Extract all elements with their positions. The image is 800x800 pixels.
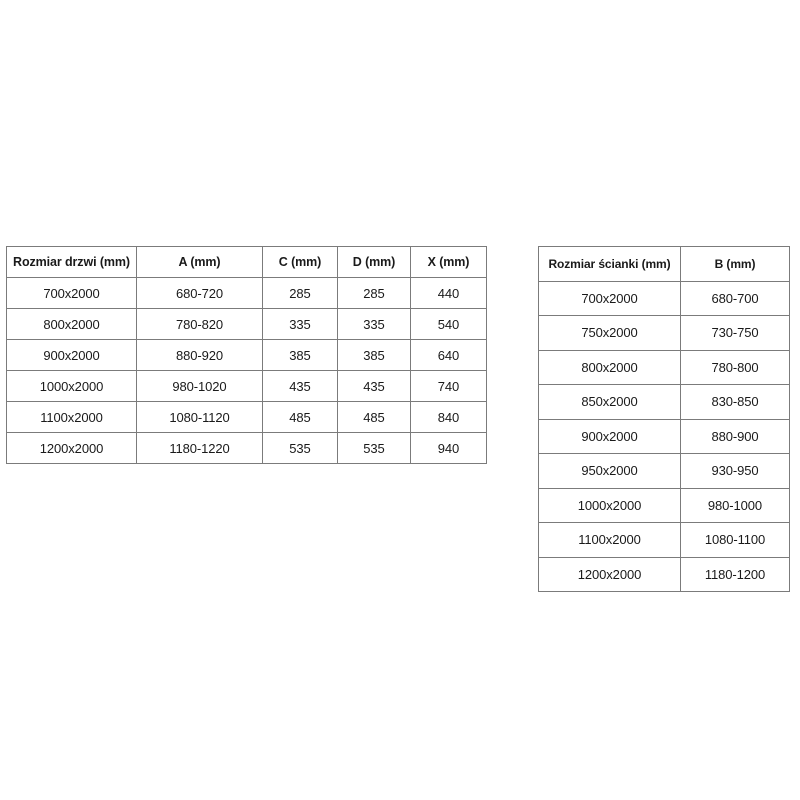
cell-wall-size: 700x2000 — [538, 280, 681, 316]
cell-b: 980-1000 — [680, 487, 790, 523]
table-row: 1200x2000 1180-1200 — [538, 556, 790, 592]
column-header-x: X (mm) — [410, 246, 487, 278]
cell-wall-size: 750x2000 — [538, 315, 681, 351]
cell-d: 535 — [337, 432, 411, 464]
table-row: 900x2000 880-900 — [538, 418, 790, 454]
table-row: 950x2000 930-950 — [538, 453, 790, 489]
cell-a: 680-720 — [136, 277, 263, 309]
column-header-a: A (mm) — [136, 246, 263, 278]
cell-b: 880-900 — [680, 418, 790, 454]
wall-panel-size-specification-table: Rozmiar ścianki (mm) B (mm) 700x2000 680… — [538, 246, 790, 592]
cell-x: 840 — [410, 401, 487, 433]
table-row: 750x2000 730-750 — [538, 315, 790, 351]
column-header-b: B (mm) — [680, 246, 790, 282]
cell-b: 930-950 — [680, 453, 790, 489]
cell-door-size: 900x2000 — [6, 339, 137, 371]
door-table-body: 700x2000 680-720 285 285 440 800x2000 78… — [6, 277, 487, 464]
cell-c: 535 — [262, 432, 338, 464]
cell-a: 1080-1120 — [136, 401, 263, 433]
cell-c: 485 — [262, 401, 338, 433]
cell-a: 1180-1220 — [136, 432, 263, 464]
cell-wall-size: 800x2000 — [538, 349, 681, 385]
cell-b: 830-850 — [680, 384, 790, 420]
cell-wall-size: 1000x2000 — [538, 487, 681, 523]
table-row: 1200x2000 1180-1220 535 535 940 — [6, 432, 487, 464]
cell-d: 385 — [337, 339, 411, 371]
door-table-header: Rozmiar drzwi (mm) A (mm) C (mm) D (mm) … — [6, 246, 487, 278]
cell-wall-size: 850x2000 — [538, 384, 681, 420]
table-row: 1100x2000 1080-1120 485 485 840 — [6, 401, 487, 433]
cell-c: 385 — [262, 339, 338, 371]
cell-b: 680-700 — [680, 280, 790, 316]
cell-x: 540 — [410, 308, 487, 340]
cell-x: 940 — [410, 432, 487, 464]
table-row: 700x2000 680-720 285 285 440 — [6, 277, 487, 309]
cell-door-size: 1200x2000 — [6, 432, 137, 464]
cell-c: 435 — [262, 370, 338, 402]
cell-door-size: 800x2000 — [6, 308, 137, 340]
table-row: 850x2000 830-850 — [538, 384, 790, 420]
table-row: 900x2000 880-920 385 385 640 — [6, 339, 487, 371]
table-row: 700x2000 680-700 — [538, 280, 790, 316]
table-row: 800x2000 780-820 335 335 540 — [6, 308, 487, 340]
wall-table-body: 700x2000 680-700 750x2000 730-750 800x20… — [538, 280, 790, 592]
cell-d: 435 — [337, 370, 411, 402]
cell-b: 1080-1100 — [680, 522, 790, 558]
cell-x: 440 — [410, 277, 487, 309]
cell-a: 980-1020 — [136, 370, 263, 402]
cell-b: 730-750 — [680, 315, 790, 351]
cell-c: 335 — [262, 308, 338, 340]
cell-d: 335 — [337, 308, 411, 340]
cell-c: 285 — [262, 277, 338, 309]
cell-a: 780-820 — [136, 308, 263, 340]
cell-x: 740 — [410, 370, 487, 402]
table-row: 1000x2000 980-1020 435 435 740 — [6, 370, 487, 402]
wall-table-header: Rozmiar ścianki (mm) B (mm) — [538, 246, 790, 282]
cell-a: 880-920 — [136, 339, 263, 371]
cell-wall-size: 900x2000 — [538, 418, 681, 454]
table-row: 1000x2000 980-1000 — [538, 487, 790, 523]
table-row: 1100x2000 1080-1100 — [538, 522, 790, 558]
column-header-d: D (mm) — [337, 246, 411, 278]
cell-door-size: 1000x2000 — [6, 370, 137, 402]
cell-b: 1180-1200 — [680, 556, 790, 592]
cell-d: 285 — [337, 277, 411, 309]
cell-b: 780-800 — [680, 349, 790, 385]
table-header-row: Rozmiar ścianki (mm) B (mm) — [538, 246, 790, 282]
cell-wall-size: 950x2000 — [538, 453, 681, 489]
cell-wall-size: 1100x2000 — [538, 522, 681, 558]
table-header-row: Rozmiar drzwi (mm) A (mm) C (mm) D (mm) … — [6, 246, 487, 278]
cell-door-size: 1100x2000 — [6, 401, 137, 433]
cell-d: 485 — [337, 401, 411, 433]
door-size-specification-table: Rozmiar drzwi (mm) A (mm) C (mm) D (mm) … — [6, 246, 487, 464]
cell-wall-size: 1200x2000 — [538, 556, 681, 592]
cell-door-size: 700x2000 — [6, 277, 137, 309]
table-row: 800x2000 780-800 — [538, 349, 790, 385]
cell-x: 640 — [410, 339, 487, 371]
column-header-wall-size: Rozmiar ścianki (mm) — [538, 246, 681, 282]
column-header-c: C (mm) — [262, 246, 338, 278]
column-header-door-size: Rozmiar drzwi (mm) — [6, 246, 137, 278]
